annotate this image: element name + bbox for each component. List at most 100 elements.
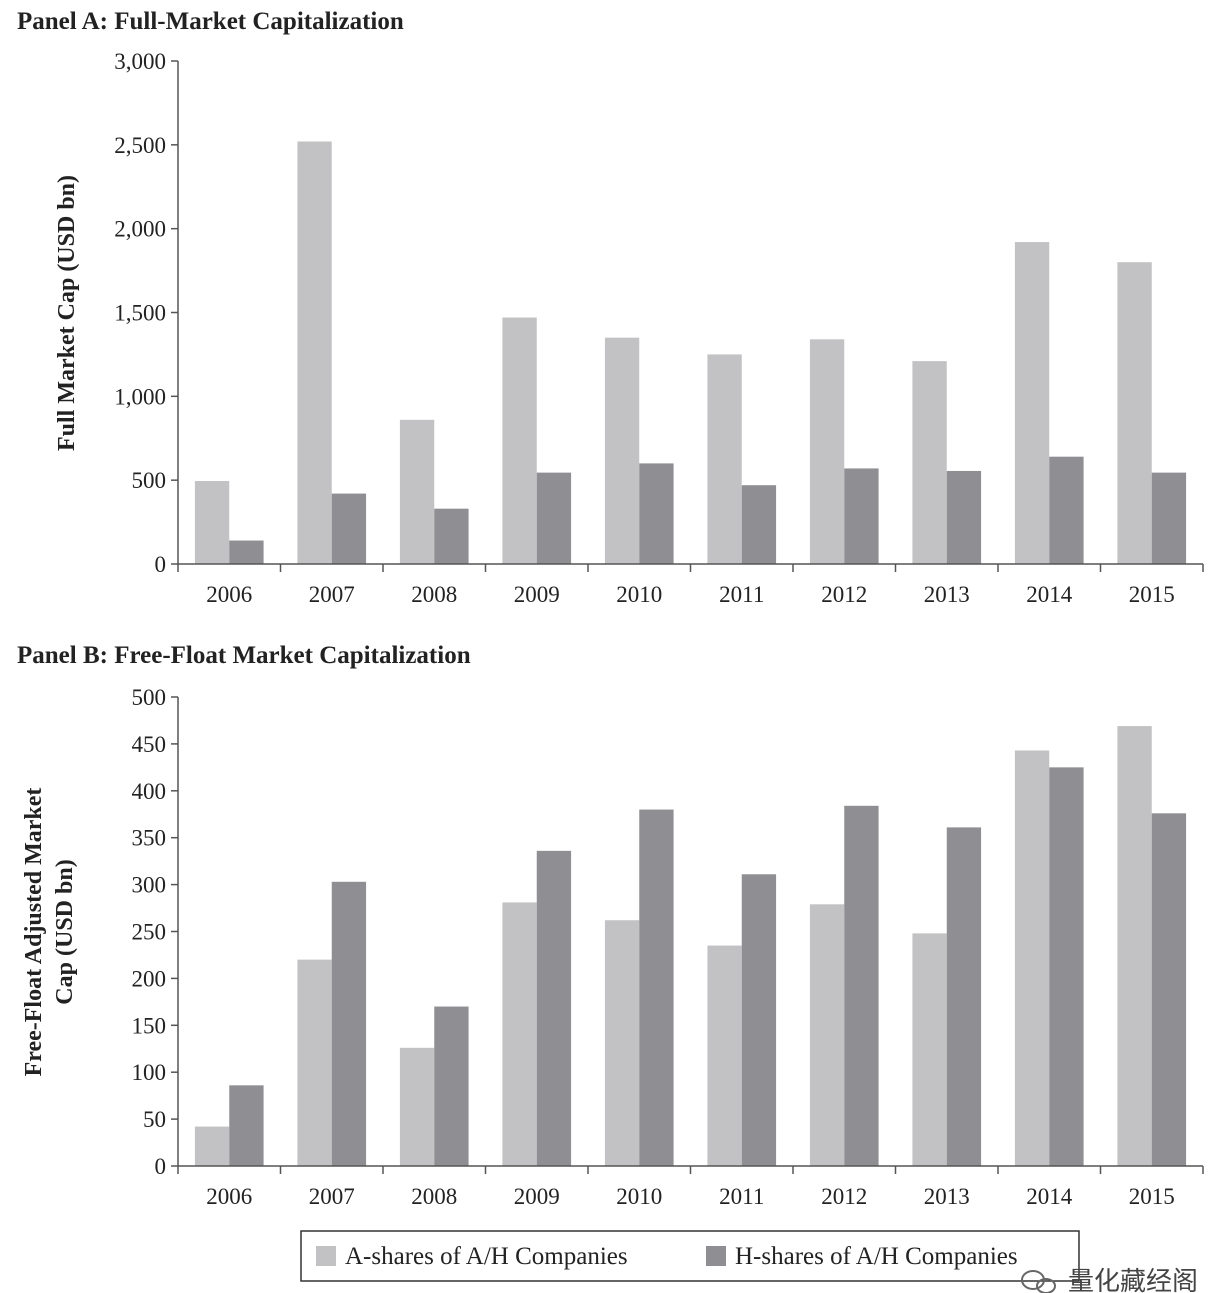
panel-a-bar-h-shares-2014 [1049,456,1084,564]
wechat-icon [1021,1270,1056,1293]
panel-a-x-tick-label-2006: 2006 [206,582,252,607]
panel-b-bar-a-shares-2006 [194,1126,230,1166]
panel-b-bar-a-shares-2007 [297,959,332,1166]
panel-a-bar-a-shares-2015 [1117,262,1152,564]
panel-b-x-tick-label-2013: 2013 [924,1184,970,1209]
panel-b-y-tick-label: 0 [155,1154,167,1179]
panel-b-y-tick-label: 500 [132,685,167,710]
panel-b-x-tick-label-2015: 2015 [1129,1184,1175,1209]
panel-b-bar-a-shares-2010 [604,920,640,1166]
panel-b-y-tick-label: 100 [132,1060,167,1085]
watermark: 量化藏经阁 [1021,1267,1198,1293]
panel-b-y-ticks: 0 50 100 150 200 250 300 350 400 450 500 [132,685,178,1179]
panel-b-x-tick-label-2012: 2012 [821,1184,867,1209]
panel-b-y-tick-label: 50 [143,1107,166,1132]
panel-a-y-tick-label: 3,000 [114,49,166,74]
legend: A-shares of A/H Companies H-shares of A/… [300,1230,1080,1282]
panel-a-x-tick-label-2009: 2009 [514,582,560,607]
watermark-text: 量化藏经阁 [1068,1267,1198,1293]
panel-b-y-tick-label: 250 [132,920,167,945]
panel-a-bar-a-shares-2007 [297,141,332,565]
panel-b-x-tick-label-2010: 2010 [616,1184,662,1209]
panel-a-bars [194,141,1187,565]
panel-a-bar-a-shares-2008 [399,419,435,564]
panel-b-bar-a-shares-2008 [399,1047,435,1166]
panel-a-x-tick-label-2010: 2010 [616,582,662,607]
panel-a-bar-a-shares-2014 [1014,242,1050,564]
panel-b-y-tick-label: 200 [132,966,167,991]
panel-a-y-tick-label: 500 [132,468,167,493]
panel-b-x-tick-label-2009: 2009 [514,1184,560,1209]
panel-a-bar-h-shares-2007 [331,493,367,564]
panel-a-bar-h-shares-2011 [741,485,777,564]
panel-b-bar-h-shares-2011 [741,874,777,1166]
panel-b-bar-h-shares-2012 [844,805,879,1166]
panel-a-y-tick-label: 2,500 [114,133,166,158]
panel-a-bar-h-shares-2006 [229,540,264,564]
panel-b-y-tick-label: 350 [132,826,167,851]
panel-b-x-tick-label-2008: 2008 [411,1184,457,1209]
panel-b-bar-h-shares-2006 [229,1085,264,1166]
panel-b-x-ticks: 2006 2007 2008 2009 2010 2011 2012 2013 2014 2015 [177,1166,1204,1209]
panel-a-bar-a-shares-2012 [809,339,845,564]
panel-b-y-axis-title-line-2: Cap (USD bn) [52,859,78,1004]
panel-b-y-tick-label: 150 [132,1013,167,1038]
panel-a-x-tick-label-2008: 2008 [411,582,457,607]
panel-b-x-tick-label-2014: 2014 [1026,1184,1073,1209]
panel-a-bar-a-shares-2013 [912,361,947,564]
panel-a-x-tick-label-2011: 2011 [719,582,764,607]
panel-a-y-axis-title: Full Market Cap (USD bn) [54,175,80,451]
panel-a-x-tick-label-2007: 2007 [309,582,355,607]
panel-b-x-tick-label-2007: 2007 [309,1184,355,1209]
panel-b-bar-h-shares-2007 [331,881,367,1166]
panel-b: Panel B: Free-Float Market Capitalizatio… [17,642,1204,1209]
panel-a-x-tick-label-2015: 2015 [1129,582,1175,607]
panel-b-y-tick-label: 400 [132,779,167,804]
panel-b-bar-h-shares-2008 [434,1006,469,1166]
panel-b-bar-h-shares-2013 [946,827,982,1166]
panel-a-bar-a-shares-2006 [194,481,230,564]
panel-a-x-tick-label-2012: 2012 [821,582,867,607]
panel-b-bar-a-shares-2014 [1014,750,1050,1166]
panel-a-bar-a-shares-2010 [604,337,640,564]
panel-b-y-tick-label: 300 [132,873,167,898]
panel-a-y-tick-label: 1,500 [114,301,166,326]
panel-a-bar-h-shares-2015 [1151,472,1187,564]
panel-b-bar-a-shares-2012 [809,904,845,1166]
panel-a-y-tick-label: 1,000 [114,384,166,409]
legend-label-a-shares: A-shares of A/H Companies [345,1243,628,1270]
panel-b-title: Panel B: Free-Float Market Capitalizatio… [17,642,471,669]
panel-b-bar-h-shares-2014 [1049,767,1084,1166]
panel-a-bar-h-shares-2009 [536,472,572,564]
legend-swatch-h-shares [706,1246,726,1266]
panel-b-bars [194,726,1187,1166]
panel-a-bar-h-shares-2012 [844,468,879,564]
panel-b-x-tick-label-2011: 2011 [719,1184,764,1209]
panel-b-bar-a-shares-2015 [1117,726,1152,1166]
legend-swatch-a-shares [316,1246,336,1266]
panel-a-x-tick-label-2014: 2014 [1026,582,1073,607]
legend-box [300,1230,1080,1282]
panel-a-y-tick-label: 0 [155,552,167,577]
legend-label-h-shares: H-shares of A/H Companies [735,1243,1018,1270]
panel-a-x-ticks: 2006 2007 2008 2009 2010 2011 2012 2013 2014 2015 [177,564,1204,607]
panel-a: Panel A: Full-Market Capitalization Full… [17,8,1204,607]
panel-a-bar-a-shares-2009 [502,317,537,564]
panel-b-y-axis-title-line-1: Free-Float Adjusted Market [21,788,47,1077]
panel-b-bar-h-shares-2015 [1151,813,1187,1166]
panel-b-bar-a-shares-2011 [707,945,742,1166]
panel-b-bar-a-shares-2009 [502,902,537,1166]
panel-a-bar-h-shares-2008 [434,508,469,564]
panel-b-y-tick-label: 450 [132,732,167,757]
panel-b-x-tick-label-2006: 2006 [206,1184,252,1209]
panel-a-bar-h-shares-2013 [946,470,982,564]
panel-a-bar-h-shares-2010 [639,463,674,564]
panel-a-y-ticks: 0 500 1,000 1,500 2,000 2,500 3,000 [114,49,178,577]
panel-b-bar-h-shares-2010 [639,809,674,1166]
panel-a-bar-a-shares-2011 [707,354,742,564]
panel-b-bar-h-shares-2009 [536,850,572,1166]
panel-b-bar-a-shares-2013 [912,933,947,1166]
panel-a-x-tick-label-2013: 2013 [924,582,970,607]
panel-a-title: Panel A: Full-Market Capitalization [17,8,404,35]
